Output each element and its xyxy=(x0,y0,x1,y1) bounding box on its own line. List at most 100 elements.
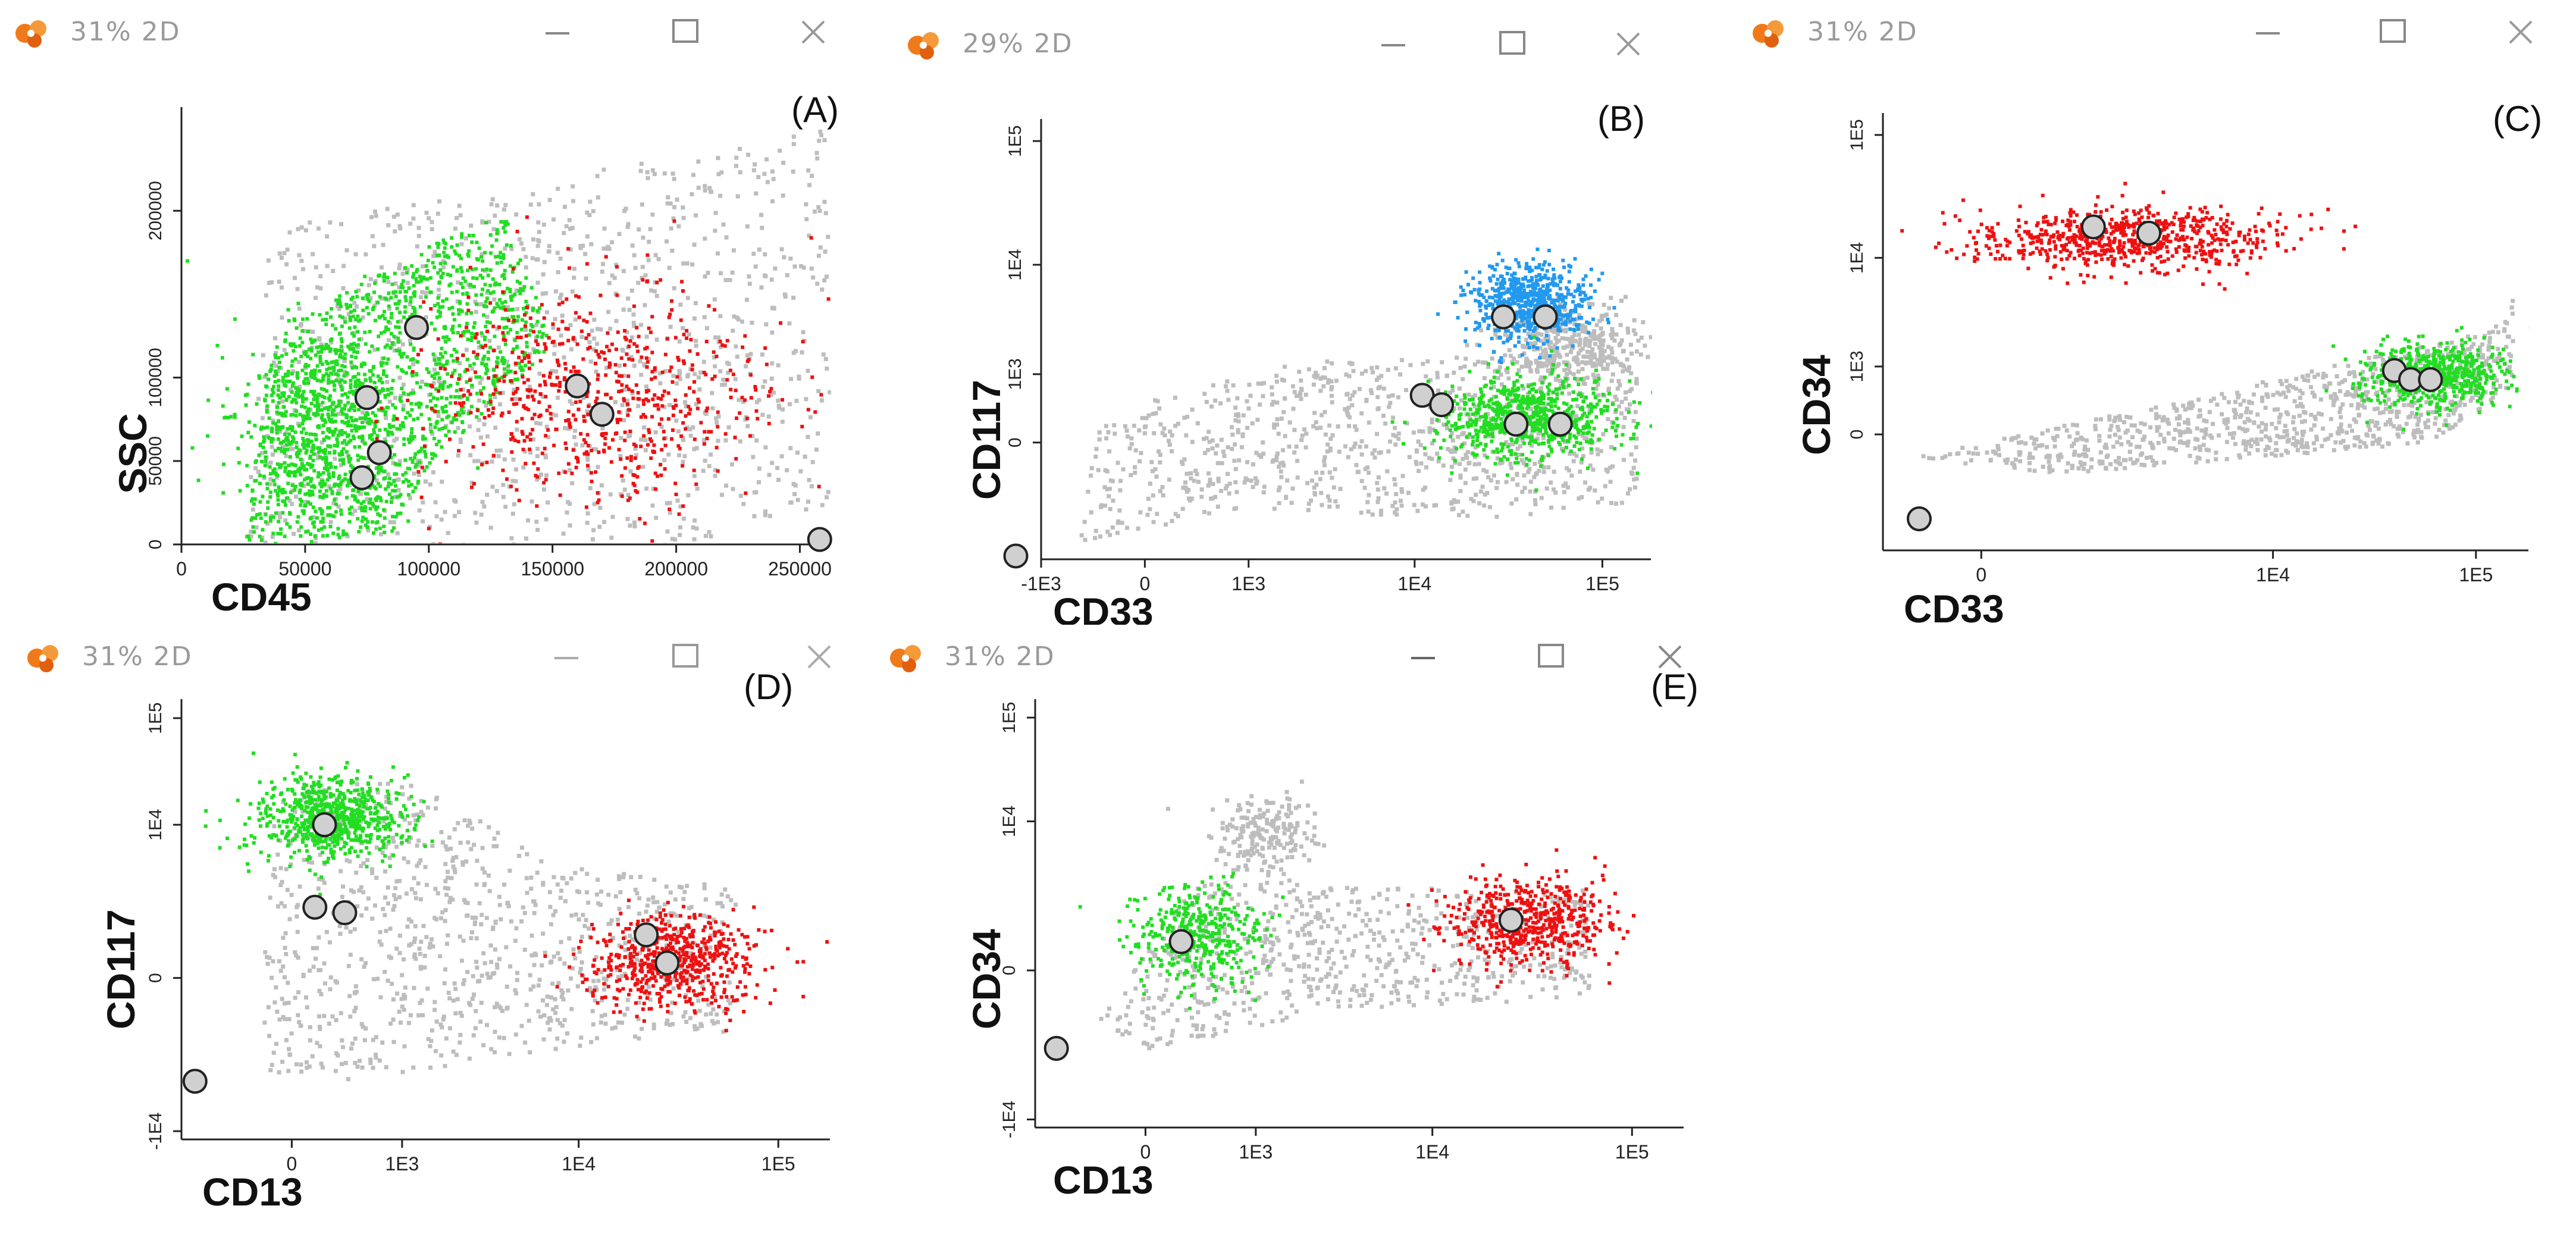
event-dot xyxy=(460,270,464,274)
event-dot xyxy=(309,477,314,481)
event-dot xyxy=(1450,438,1455,443)
event-dot xyxy=(349,439,353,443)
event-dot xyxy=(514,467,519,472)
event-dot xyxy=(515,345,519,349)
event-dot xyxy=(1449,449,1454,454)
event-dot xyxy=(356,314,360,318)
event-dot xyxy=(1388,439,1393,444)
event-dot xyxy=(716,251,720,256)
event-dot xyxy=(502,253,506,257)
close-button[interactable] xyxy=(1609,25,1647,63)
event-dot xyxy=(493,394,497,399)
event-dot xyxy=(1632,477,1637,482)
event-dot xyxy=(530,362,534,367)
event-dot xyxy=(1377,450,1381,455)
event-dot xyxy=(589,242,594,246)
event-dot xyxy=(514,212,519,217)
event-dot xyxy=(443,425,447,430)
event-dot xyxy=(1314,420,1318,425)
event-dot xyxy=(1370,451,1375,456)
event-dot xyxy=(1251,462,1255,466)
event-dot xyxy=(292,342,296,346)
event-dot xyxy=(1643,343,1647,348)
event-dot xyxy=(421,427,425,431)
event-dot xyxy=(296,515,300,519)
event-dot xyxy=(1320,413,1324,418)
event-dot xyxy=(399,285,403,289)
event-dot xyxy=(1597,362,1602,367)
event-dot xyxy=(767,513,772,518)
event-dot xyxy=(468,378,472,382)
event-dot xyxy=(600,426,605,431)
event-dot xyxy=(687,405,691,409)
event-dot xyxy=(512,502,516,507)
event-dot xyxy=(277,384,281,389)
minimize-button[interactable] xyxy=(1374,25,1412,63)
event-dot xyxy=(500,390,505,395)
event-dot xyxy=(1393,482,1397,487)
maximize-button[interactable] xyxy=(1493,25,1531,63)
event-dot xyxy=(662,389,666,393)
event-dot xyxy=(574,465,578,469)
event-dot xyxy=(280,444,285,449)
event-dot xyxy=(499,306,503,310)
event-dot xyxy=(329,465,333,469)
event-dot xyxy=(509,536,514,541)
event-dot xyxy=(631,481,635,486)
event-dot xyxy=(540,394,545,399)
event-dot xyxy=(677,369,682,374)
event-dot xyxy=(1639,336,1644,340)
event-dot xyxy=(707,304,711,308)
event-dot xyxy=(305,448,309,452)
event-dot xyxy=(1094,447,1099,452)
event-dot xyxy=(372,290,377,295)
close-button[interactable] xyxy=(794,13,832,51)
window-titlebar[interactable]: 29% 2D xyxy=(892,12,1678,77)
event-dot xyxy=(443,509,447,514)
event-dot xyxy=(1529,433,1534,437)
event-dot xyxy=(1452,406,1456,411)
event-dot xyxy=(584,440,588,444)
event-dot xyxy=(503,300,507,304)
event-dot xyxy=(1504,440,1509,444)
event-dot xyxy=(519,327,524,331)
event-dot xyxy=(215,343,220,347)
event-dot xyxy=(378,400,382,404)
event-dot xyxy=(723,344,727,348)
event-dot xyxy=(619,436,623,440)
event-dot xyxy=(585,320,589,324)
event-dot xyxy=(1202,392,1207,396)
event-dot xyxy=(299,534,303,538)
event-dot xyxy=(478,435,483,440)
event-dot xyxy=(274,369,278,373)
event-dot xyxy=(490,484,495,489)
event-dot xyxy=(301,400,305,404)
event-dot xyxy=(529,499,534,504)
event-dot xyxy=(1486,412,1490,416)
event-dot xyxy=(450,328,454,332)
event-dot xyxy=(593,470,597,474)
event-dot xyxy=(524,536,529,541)
event-dot xyxy=(349,343,353,347)
event-dot xyxy=(479,302,484,306)
maximize-button[interactable] xyxy=(666,13,704,51)
event-dot xyxy=(1275,417,1280,422)
event-dot xyxy=(1275,422,1280,427)
event-dot xyxy=(718,345,723,349)
event-dot xyxy=(1571,372,1576,377)
event-dot xyxy=(535,238,540,243)
event-dot xyxy=(394,472,399,476)
event-dot xyxy=(261,353,265,358)
event-dot xyxy=(1374,377,1379,382)
minimize-button[interactable] xyxy=(538,13,576,51)
event-dot xyxy=(729,395,733,399)
event-dot xyxy=(295,287,300,292)
event-dot xyxy=(576,408,581,412)
event-dot xyxy=(336,412,341,416)
event-dot xyxy=(1619,500,1624,505)
event-dot xyxy=(650,539,654,543)
window-titlebar[interactable]: 31% 2D xyxy=(0,0,875,65)
event-dot xyxy=(713,374,717,378)
event-dot xyxy=(324,494,328,498)
event-dot xyxy=(1259,455,1264,459)
